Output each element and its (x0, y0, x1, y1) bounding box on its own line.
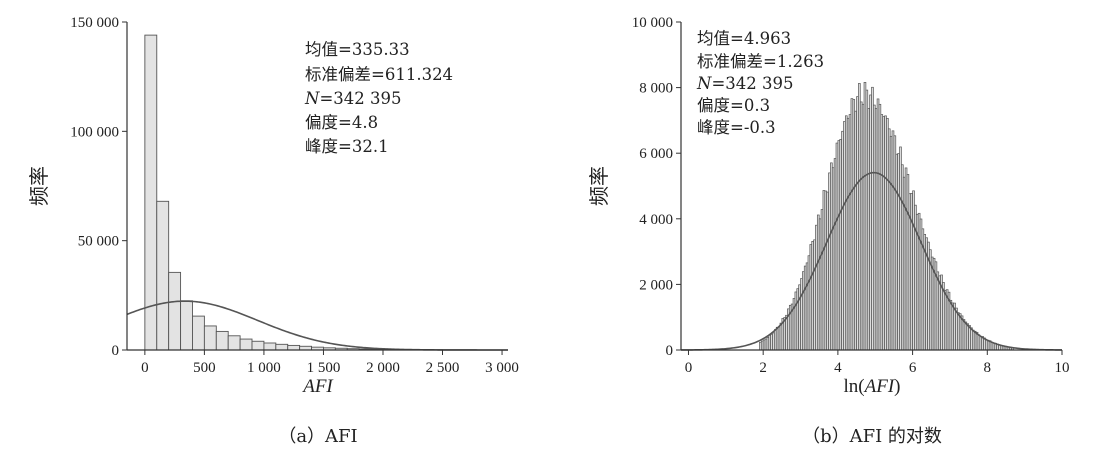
chart-a-stat-kurtosis: 峰度=32.1 (305, 137, 389, 156)
chart-b: 0 2 4 6 8 10 0 2 000 4 000 6 000 8 000 10 000 ln(A… (587, 15, 1070, 447)
chart-a-bar (180, 300, 193, 351)
chart-a-bar (144, 34, 158, 351)
chart-a-bar (227, 335, 241, 351)
chart-a-bar (275, 343, 289, 351)
chart-a-y-tick-label: 0 (112, 343, 120, 359)
chart-b-caption: （b）AFI 的对数 (802, 426, 942, 447)
chart-b-y-ticks: 0 2 000 4 000 6 000 8 000 10 000 (632, 15, 681, 359)
chart-a-y-ticks: 0 50 000 100 000 150 000 (70, 15, 127, 359)
chart-b-bars (759, 81, 1014, 351)
chart-a-bar (192, 315, 205, 351)
chart-a-x-tick-label: 1 000 (247, 360, 281, 376)
chart-b-x-tick-label: 10 (1055, 360, 1070, 376)
chart-a-bar (263, 342, 277, 351)
chart-b-normal-curve (680, 171, 1063, 351)
chart-a-bar (156, 200, 170, 351)
chart-b-y-label: 频率 (587, 166, 611, 206)
chart-b-x-tick-label: 0 (685, 360, 693, 376)
chart-a: 0 500 1 000 1 500 2 000 2 500 3 000 0 50 000 100… (27, 15, 519, 447)
chart-a-bars (144, 34, 443, 351)
chart-a-bar (239, 338, 253, 351)
chart-b-x-tick-label: 6 (909, 360, 917, 376)
chart-a-x-tick-label: 500 (193, 360, 216, 376)
chart-a-bar (251, 340, 265, 351)
chart-a-x-tick-label: 1 500 (307, 360, 341, 376)
chart-a-stat-sd: 标准偏差=611.324 (305, 65, 453, 84)
chart-a-bar (287, 344, 301, 351)
chart-b-y-tick-label: 10 000 (632, 15, 673, 31)
chart-a-x-label: AFI (301, 376, 334, 397)
chart-a-bar (168, 271, 182, 351)
chart-a-caption: （a）AFI (278, 426, 357, 447)
chart-a-stat-mean: 均值=335.33 (305, 40, 410, 59)
chart-b-y-tick-label: 8 000 (639, 81, 673, 97)
chart-a-x-ticks: 0 500 1 000 1 500 2 000 2 500 3 000 (141, 350, 519, 376)
chart-b-y-tick-label: 6 000 (639, 146, 673, 162)
chart-b-y-tick-label: 4 000 (639, 212, 673, 228)
chart-a-y-label: 频率 (27, 166, 51, 206)
chart-a-y-tick-label: 50 000 (78, 234, 119, 250)
chart-b-x-label: ln(AFI) (844, 376, 901, 397)
chart-a-x-tick-label: 3 000 (485, 360, 519, 376)
chart-b-stat-mean: 均值=4.963 (697, 29, 791, 48)
chart-b-x-tick-label: 4 (834, 360, 842, 376)
chart-b-y-tick-label: 2 000 (639, 277, 673, 293)
chart-b-stat-skew: 偏度=0.3 (697, 96, 770, 115)
chart-b-stats: 均值=4.963 标准偏差=1.263 N=342 395 偏度=0.3 峰度=… (696, 29, 824, 137)
chart-b-x-tick-label: 8 (984, 360, 992, 376)
chart-a-bar (203, 325, 217, 351)
chart-a-stat-n: N=342 395 (304, 89, 402, 108)
chart-a-y-tick-label: 100 000 (70, 124, 119, 140)
chart-b-stat-kurtosis: 峰度=-0.3 (697, 118, 776, 137)
chart-a-x-tick-label: 2 500 (426, 360, 460, 376)
chart-a-stat-skew: 偏度=4.8 (305, 113, 378, 132)
chart-b-x-ticks: 0 2 4 6 8 10 (685, 350, 1070, 376)
chart-a-x-tick-label: 0 (141, 360, 149, 376)
chart-b-x-tick-label: 2 (759, 360, 767, 376)
chart-b-stat-n: N=342 395 (696, 74, 794, 93)
chart-b-stat-sd: 标准偏差=1.263 (697, 52, 824, 71)
chart-a-stats: 均值=335.33 标准偏差=611.324 N=342 395 偏度=4.8 … (304, 40, 453, 156)
chart-a-bar (215, 330, 229, 351)
chart-b-y-tick-label: 0 (666, 343, 674, 359)
chart-a-y-tick-label: 150 000 (70, 15, 119, 31)
chart-a-x-tick-label: 2 000 (366, 360, 400, 376)
